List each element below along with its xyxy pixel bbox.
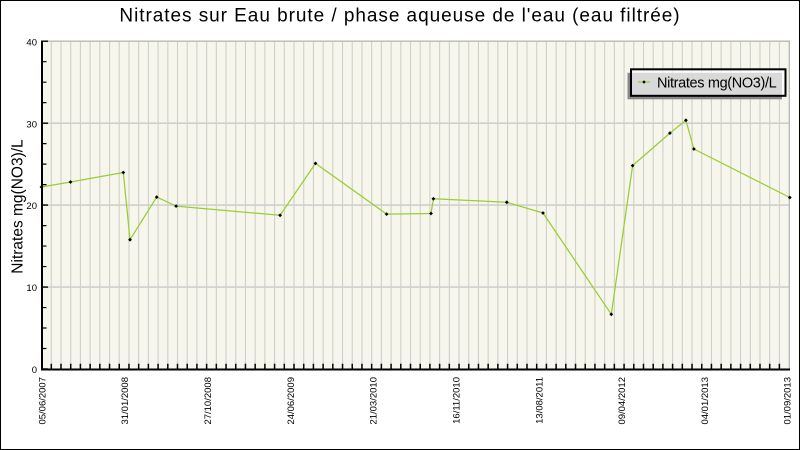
svg-text:16/11/2010: 16/11/2010 [452,377,463,424]
svg-text:Nitrates mg(NO3)/L: Nitrates mg(NO3)/L [657,75,777,91]
svg-text:20: 20 [26,201,37,212]
svg-text:Nitrates sur Eau brute / phase: Nitrates sur Eau brute / phase aqueuse d… [119,6,680,27]
svg-text:01/09/2013: 01/09/2013 [783,377,794,425]
svg-text:09/04/2012: 09/04/2012 [617,377,628,425]
svg-text:Nitrates mg(NO3)/L: Nitrates mg(NO3)/L [10,139,27,274]
svg-text:30: 30 [26,119,37,130]
svg-text:27/10/2008: 27/10/2008 [203,377,214,425]
svg-text:05/06/2007: 05/06/2007 [37,377,48,425]
svg-text:04/01/2013: 04/01/2013 [700,377,711,425]
svg-text:21/03/2010: 21/03/2010 [369,377,380,425]
svg-text:0: 0 [32,365,37,376]
svg-text:10: 10 [26,283,37,294]
svg-text:40: 40 [26,37,37,48]
svg-text:13/08/2011: 13/08/2011 [534,377,545,424]
svg-text:31/01/2008: 31/01/2008 [120,377,131,425]
svg-text:24/06/2009: 24/06/2009 [286,377,297,425]
